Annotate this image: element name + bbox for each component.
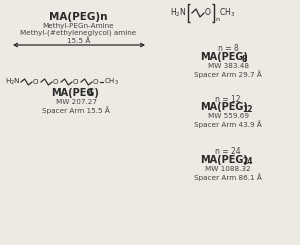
Text: MA(PEG)n: MA(PEG)n — [49, 12, 107, 22]
Text: n = 8: n = 8 — [218, 45, 239, 53]
Text: MW 383.48: MW 383.48 — [208, 63, 248, 69]
Text: O: O — [93, 79, 99, 85]
Text: 24: 24 — [242, 158, 253, 167]
Text: Methyl-PEGn-Amine: Methyl-PEGn-Amine — [42, 23, 114, 29]
Text: Spacer Arm 15.5 Å: Spacer Arm 15.5 Å — [42, 106, 110, 114]
Text: n: n — [215, 17, 219, 22]
Text: 8: 8 — [242, 54, 248, 63]
Text: O: O — [53, 79, 58, 85]
Text: 12: 12 — [242, 105, 253, 113]
Text: O: O — [33, 79, 39, 85]
Text: MA(PEG): MA(PEG) — [51, 88, 99, 98]
Text: H$_2$N: H$_2$N — [170, 7, 186, 19]
Text: O: O — [205, 9, 211, 17]
Text: MA(PEG): MA(PEG) — [200, 155, 248, 165]
Text: 15.5 Å: 15.5 Å — [67, 38, 91, 44]
Text: O: O — [73, 79, 79, 85]
Text: n = 12: n = 12 — [215, 95, 241, 103]
Text: Methyl-(#ethyleneglycol) amine: Methyl-(#ethyleneglycol) amine — [20, 30, 136, 36]
Text: 4: 4 — [88, 88, 93, 98]
Text: MW 1088.32: MW 1088.32 — [205, 166, 251, 172]
Text: CH$_3$: CH$_3$ — [104, 77, 119, 87]
Text: Spacer Arm 86.1 Å: Spacer Arm 86.1 Å — [194, 173, 262, 181]
Text: MW 207.27: MW 207.27 — [56, 99, 97, 105]
Text: n = 24: n = 24 — [215, 147, 241, 157]
Text: MW 559.69: MW 559.69 — [208, 113, 248, 119]
Text: H$_2$N: H$_2$N — [5, 77, 21, 87]
Text: Spacer Arm 43.9 Å: Spacer Arm 43.9 Å — [194, 120, 262, 128]
Text: MA(PEG): MA(PEG) — [200, 52, 248, 62]
Text: MA(PEG): MA(PEG) — [200, 102, 248, 112]
Text: CH$_3$: CH$_3$ — [219, 7, 235, 19]
Text: Spacer Arm 29.7 Å: Spacer Arm 29.7 Å — [194, 70, 262, 78]
